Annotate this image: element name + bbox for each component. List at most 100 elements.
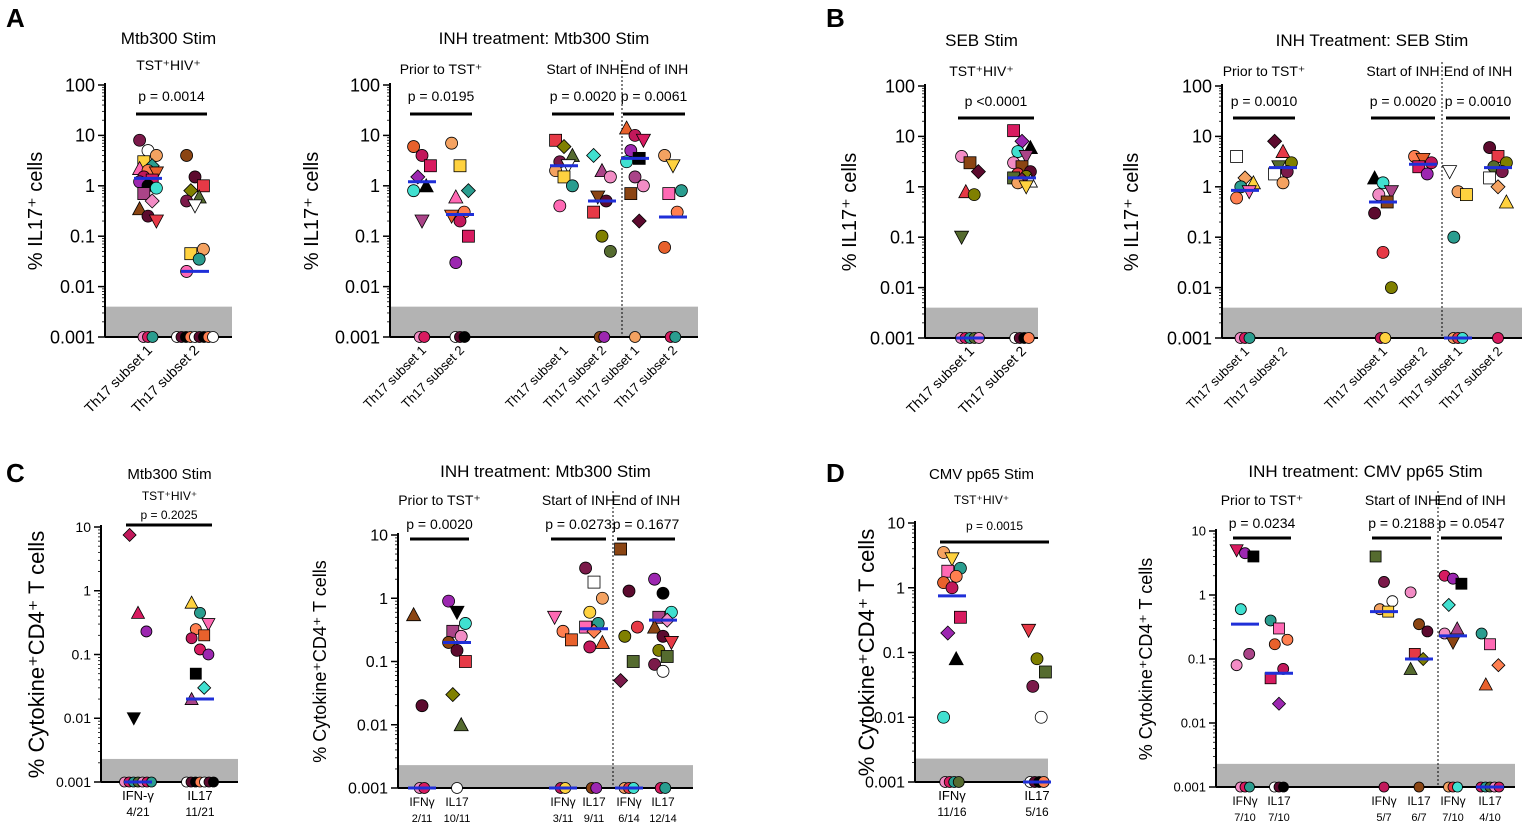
data-point bbox=[1020, 623, 1037, 639]
fraction-label: 2/11 bbox=[412, 813, 433, 825]
chart-title: INH treatment: CMV pp65 Stim bbox=[1248, 462, 1482, 481]
y-axis-label: % Cytokine⁺CD4⁺ T cells bbox=[310, 560, 330, 762]
data-point bbox=[1039, 665, 1052, 679]
chart-subtitle: TST⁺HIV⁺ bbox=[142, 489, 197, 503]
data-point bbox=[631, 213, 647, 229]
p-value-label: p = 0.0234 bbox=[1229, 515, 1296, 531]
data-point bbox=[648, 572, 661, 586]
y-tick-label: 0.001 bbox=[1173, 780, 1206, 795]
data-point bbox=[1447, 230, 1461, 244]
chart-D1: 0.001 0.01 0.1 1 10 % Cytokine⁺CD4⁺ T cells CM… bbox=[854, 466, 1052, 819]
data-point bbox=[553, 199, 567, 213]
data-point bbox=[963, 156, 977, 170]
detection-limit-band bbox=[398, 765, 693, 788]
fraction-label: 7/10 bbox=[1268, 812, 1289, 824]
panel-letter: C bbox=[6, 458, 25, 488]
y-axis-label: % Cytokine⁺CD4⁺ T cells bbox=[24, 531, 49, 778]
chart-title: Mtb300 Stim bbox=[121, 29, 216, 48]
x-tick-label: IFNγ bbox=[1371, 794, 1396, 808]
data-point bbox=[1234, 603, 1247, 616]
y-tick-label: 10 bbox=[1192, 127, 1212, 147]
data-point bbox=[1383, 185, 1400, 200]
data-point bbox=[953, 230, 970, 246]
data-point bbox=[180, 149, 194, 162]
x-tick-label: IL17 bbox=[1267, 794, 1291, 808]
y-axis-label: % IL17⁺ cells bbox=[839, 153, 861, 271]
data-point bbox=[1230, 191, 1243, 205]
chart-title: INH treatment: Mtb300 Stim bbox=[440, 462, 651, 481]
data-point bbox=[970, 164, 986, 180]
section-label: End of INH bbox=[612, 492, 680, 508]
section-label: Prior to TST⁺ bbox=[400, 61, 483, 77]
fraction-label: 10/11 bbox=[444, 813, 471, 825]
zero-point bbox=[1379, 332, 1392, 344]
data-point bbox=[449, 605, 465, 621]
data-point bbox=[453, 159, 467, 173]
data-point bbox=[448, 189, 464, 204]
data-point bbox=[458, 655, 472, 668]
zero-point bbox=[418, 331, 431, 343]
data-point bbox=[418, 177, 434, 193]
p-value-label: p = 0.0015 bbox=[966, 519, 1023, 533]
data-point bbox=[1460, 188, 1473, 202]
zero-point bbox=[669, 331, 682, 343]
y-tick-label: 0.01 bbox=[345, 277, 380, 297]
data-point bbox=[198, 629, 211, 642]
data-point bbox=[614, 542, 627, 556]
p-value-label: p = 0.2025 bbox=[140, 508, 197, 522]
data-point bbox=[586, 147, 602, 164]
data-point bbox=[1404, 586, 1417, 599]
data-point bbox=[1030, 652, 1044, 666]
data-point bbox=[594, 634, 611, 649]
chart-title: INH Treatment: SEB Stim bbox=[1276, 31, 1469, 50]
x-tick-label: IL17 bbox=[445, 795, 469, 809]
fraction-label: 12/14 bbox=[649, 813, 677, 825]
data-point bbox=[940, 625, 956, 641]
y-tick-label: 100 bbox=[350, 75, 380, 95]
data-point bbox=[131, 200, 148, 216]
y-tick-label: 0.001 bbox=[50, 327, 95, 347]
chart-A1: 0.001 0.01 0.1 1 10 100 % IL17⁺ cells Mtb300 St… bbox=[25, 29, 232, 416]
data-point bbox=[185, 632, 198, 645]
data-point bbox=[948, 650, 964, 666]
y-tick-label: 100 bbox=[65, 75, 95, 95]
data-point bbox=[675, 184, 688, 198]
data-point bbox=[587, 575, 601, 589]
fraction-label: 7/10 bbox=[1442, 812, 1463, 824]
p-value-label: p = 0.0020 bbox=[1370, 93, 1437, 109]
p-value-label: p <0.0001 bbox=[965, 93, 1028, 109]
section-label: Prior to TST⁺ bbox=[398, 492, 481, 508]
x-tick-label: IFNγ bbox=[1232, 794, 1257, 808]
data-point bbox=[149, 181, 163, 195]
figure-layer: A B C D 0.001 0.01 0.1 1 10 100 % IL17⁺ cells Mtb30… bbox=[6, 3, 1522, 825]
chart-C1: 0.001 0.01 0.1 1 10 % Cytokine⁺CD4⁺ T cells Mt… bbox=[24, 466, 238, 819]
zero-point bbox=[952, 776, 965, 788]
data-point bbox=[660, 650, 674, 663]
fraction-label: 5/7 bbox=[1376, 812, 1391, 824]
data-point bbox=[1268, 638, 1281, 651]
y-tick-label: 0.01 bbox=[60, 277, 95, 297]
p-value-label: p = 0.0195 bbox=[408, 88, 475, 104]
data-point bbox=[1421, 625, 1434, 638]
data-point bbox=[1498, 194, 1515, 209]
y-tick-label: 0.1 bbox=[1188, 652, 1206, 667]
data-point bbox=[414, 214, 430, 229]
data-point bbox=[202, 648, 215, 661]
data-point bbox=[626, 655, 640, 668]
section-label: End of INH bbox=[1444, 63, 1512, 79]
data-point bbox=[1376, 245, 1390, 259]
zero-point bbox=[1492, 332, 1504, 344]
zero-point bbox=[458, 331, 471, 343]
fraction-label: 6/14 bbox=[618, 813, 639, 825]
data-point bbox=[566, 179, 579, 193]
x-tick-label: IFNγ bbox=[616, 795, 641, 809]
data-point bbox=[461, 229, 475, 243]
data-point bbox=[1369, 550, 1382, 563]
detection-limit-band bbox=[1222, 307, 1522, 338]
data-point bbox=[192, 252, 206, 266]
data-point bbox=[1420, 167, 1434, 181]
data-point bbox=[1490, 179, 1506, 195]
chart-title: SEB Stim bbox=[945, 31, 1018, 50]
data-point bbox=[637, 179, 650, 193]
